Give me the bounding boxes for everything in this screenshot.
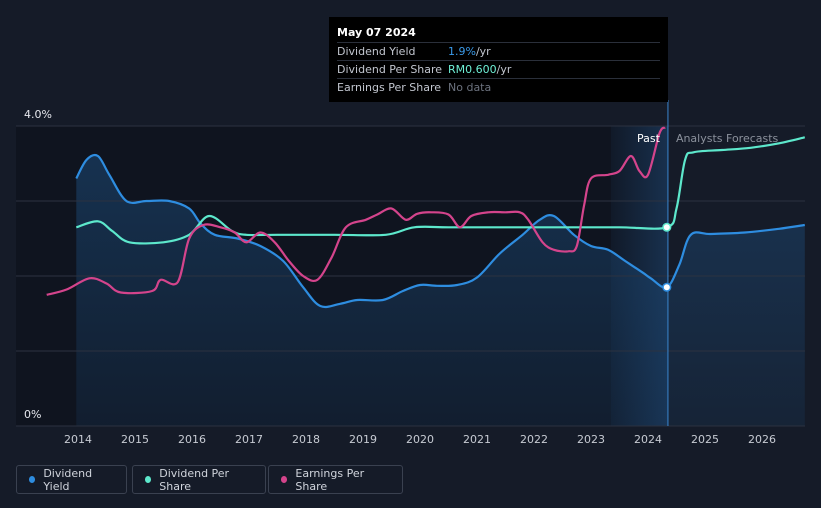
earnings-per-share-line bbox=[46, 126, 666, 296]
tooltip-row-earnings-per-share: Earnings Per Share No data bbox=[337, 78, 660, 96]
tooltip-label: Earnings Per Share bbox=[337, 81, 442, 94]
tooltip-label: Dividend Per Share bbox=[337, 63, 443, 76]
tooltip-row-dividend-per-share: Dividend Per Share RM0.600 /yr bbox=[337, 60, 660, 78]
x-tick-label: 2015 bbox=[121, 433, 149, 446]
y-tick-label-min: 0% bbox=[24, 408, 41, 421]
x-tick-label: 2020 bbox=[406, 433, 434, 446]
x-tick-label: 2025 bbox=[691, 433, 719, 446]
x-tick-label: 2018 bbox=[292, 433, 320, 446]
tooltip-unit: /yr bbox=[496, 63, 512, 76]
tooltip-value: RM0.600 bbox=[448, 63, 497, 76]
legend-earnings-per-share[interactable]: Earnings Per Share bbox=[268, 465, 403, 494]
past-label: Past bbox=[637, 132, 661, 145]
tooltip-label: Dividend Yield bbox=[337, 45, 416, 58]
x-tick-label: 2026 bbox=[748, 433, 776, 446]
legend-label: Dividend Yield bbox=[43, 466, 93, 493]
data-point-marker bbox=[662, 222, 672, 232]
y-tick-label-max: 4.0% bbox=[24, 108, 52, 121]
legend-dot-icon bbox=[29, 476, 36, 483]
dividend-chart: 4.0% 0% 2014 2015 2016 2017 2018 2019 2020 2021 20… bbox=[16, 100, 806, 446]
legend-dot-icon bbox=[281, 476, 288, 483]
tooltip-value: No data bbox=[448, 81, 492, 94]
x-tick-label: 2021 bbox=[463, 433, 491, 446]
x-tick-label: 2017 bbox=[235, 433, 263, 446]
x-tick-label: 2022 bbox=[520, 433, 548, 446]
legend-dot-icon bbox=[145, 476, 152, 483]
legend-dividend-yield[interactable]: Dividend Yield bbox=[16, 465, 127, 494]
legend-dividend-per-share[interactable]: Dividend Per Share bbox=[132, 465, 266, 494]
dividend-per-share-line bbox=[75, 136, 806, 245]
forecast-label: Analysts Forecasts bbox=[676, 132, 779, 145]
data-point-marker bbox=[662, 282, 672, 292]
tooltip-unit: /yr bbox=[475, 45, 491, 58]
dividend-yield-line bbox=[75, 153, 805, 309]
x-tick-label: 2014 bbox=[64, 433, 92, 446]
tooltip-row-dividend-yield: Dividend Yield 1.9% /yr bbox=[337, 42, 660, 60]
x-tick-label: 2023 bbox=[577, 433, 605, 446]
tooltip-value: 1.9% bbox=[448, 45, 476, 58]
x-tick-label: 2019 bbox=[349, 433, 377, 446]
legend-label: Dividend Per Share bbox=[159, 466, 230, 493]
tooltip-date: May 07 2024 bbox=[337, 26, 416, 39]
legend-label: Earnings Per Share bbox=[295, 466, 365, 493]
tooltip: May 07 2024 Dividend Yield 1.9% /yr Divi… bbox=[329, 17, 668, 102]
dividend-yield-area bbox=[76, 154, 805, 427]
x-tick-label: 2016 bbox=[178, 433, 206, 446]
x-tick-label: 2024 bbox=[634, 433, 662, 446]
